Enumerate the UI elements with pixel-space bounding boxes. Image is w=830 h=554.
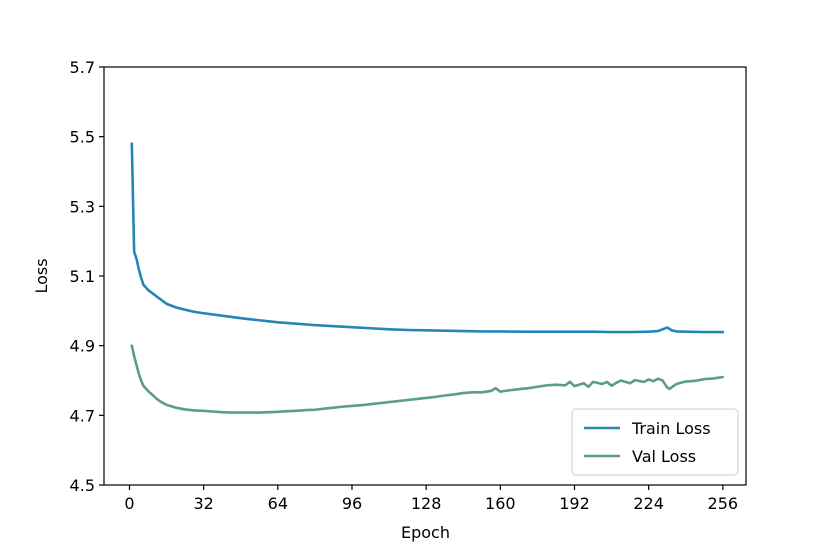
y-tick-label: 5.3 [70,197,95,216]
plot-layer [130,142,725,414]
y-tick-label: 4.5 [70,476,95,495]
x-tick-label: 96 [342,494,362,513]
legend-layer: Train Loss Val Loss [571,408,739,476]
x-axis-title: Epoch [401,523,450,542]
legend-label-train-loss: Train Loss [631,419,711,438]
series-line-train-loss [130,142,725,334]
y-tick-label: 4.9 [70,337,95,356]
x-tick-label: 0 [124,494,134,513]
x-tick-label: 64 [268,494,288,513]
y-tick-label: 5.1 [70,267,95,286]
axes-layer: 0 32 64 96 128 160 192 224 256 4.5 4.7 4.9 5.1 5.3 5.5… [32,58,747,542]
x-tick-label: 224 [633,494,664,513]
x-tick-label: 192 [559,494,590,513]
y-tick-label: 4.7 [70,406,95,425]
y-tick-label: 5.5 [70,128,95,147]
y-tick-label: 5.7 [70,58,95,77]
x-tick-label: 160 [485,494,516,513]
legend-box [571,408,739,476]
legend-label-val-loss: Val Loss [632,447,696,466]
x-tick-label: 128 [411,494,442,513]
x-tick-label: 32 [193,494,213,513]
series-line-val-loss [130,344,725,414]
y-axis-title: Loss [32,258,51,293]
x-tick-label: 256 [708,494,739,513]
